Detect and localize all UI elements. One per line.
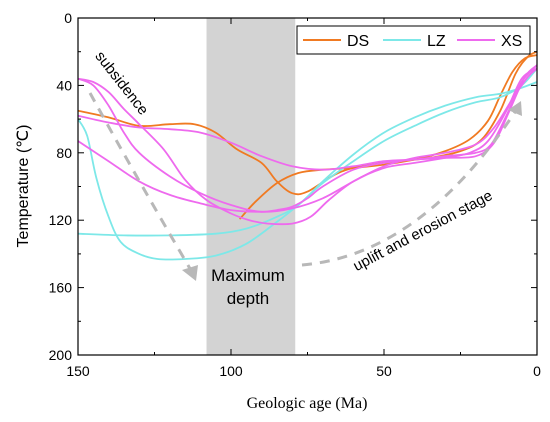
legend-label-xs: XS: [501, 33, 522, 50]
subsidence-arrow: [88, 92, 194, 273]
axis-tick-labels: 150 100 50 0 0 40 80 120 160 200: [49, 10, 541, 379]
y-tick-label: 0: [64, 10, 72, 26]
axis-ticks: [77, 17, 538, 356]
series-xs-curve-1: [78, 67, 537, 213]
series-ds-curve-1: [78, 50, 537, 196]
x-tick-label: 100: [219, 363, 243, 379]
legend: DS LZ XS: [296, 25, 531, 55]
legend-label-ds: DS: [347, 33, 369, 50]
legend-label-lz: LZ: [427, 33, 446, 50]
series-xs-curve-2: [78, 64, 537, 213]
maximum-depth-label-line2: depth: [227, 289, 270, 308]
series-lz-curve-1: [78, 67, 537, 261]
y-tick-label: 40: [56, 77, 72, 93]
x-tick-label: 50: [376, 363, 392, 379]
maximum-depth-label-line1: Maximum: [211, 266, 285, 285]
uplift-arrowhead: [508, 101, 522, 116]
y-tick-label: 200: [49, 347, 73, 363]
x-tick-label: 0: [533, 363, 541, 379]
trend-arrows: [88, 92, 522, 281]
y-tick-label: 80: [56, 145, 72, 161]
y-tick-label: 160: [49, 280, 73, 296]
maximum-depth-band: [206, 18, 296, 355]
series-xs-curve-4: [78, 67, 537, 226]
x-axis-title: Geologic age (Ma): [247, 395, 368, 412]
y-axis-title: Temperature (℃): [15, 125, 32, 248]
subsidence-arrowhead: [182, 265, 198, 281]
y-tick-label: 120: [49, 212, 73, 228]
x-tick-label: 150: [66, 363, 90, 379]
